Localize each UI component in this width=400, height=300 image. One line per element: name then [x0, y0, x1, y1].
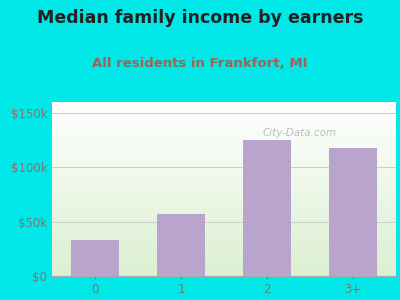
Bar — [329, 148, 377, 276]
Bar — [243, 140, 291, 276]
Text: City-Data.com: City-Data.com — [263, 128, 337, 138]
Bar — [71, 240, 119, 276]
Text: All residents in Frankfort, MI: All residents in Frankfort, MI — [92, 57, 308, 70]
Bar — [157, 214, 205, 276]
Text: Median family income by earners: Median family income by earners — [37, 9, 363, 27]
